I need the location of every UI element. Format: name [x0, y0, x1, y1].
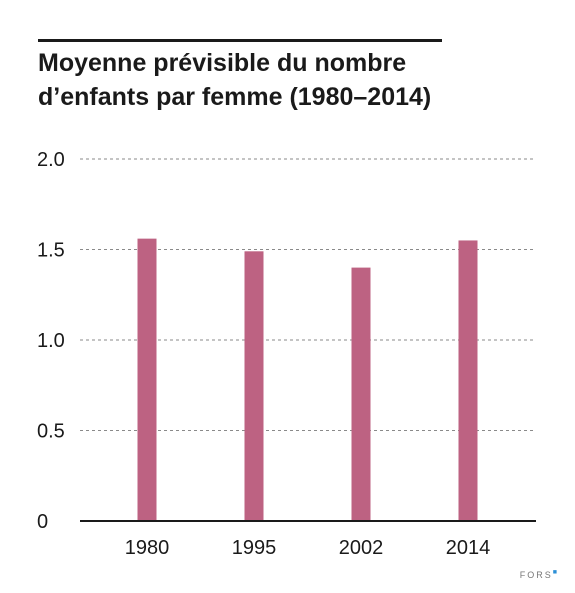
fors-logo-dot-icon: ■: [552, 569, 557, 576]
chart-title: Moyenne prévisible du nombre d’enfants p…: [38, 46, 558, 114]
title-rule: [38, 39, 442, 42]
x-tick-label: 1995: [232, 537, 277, 559]
y-tick-label: 1.0: [37, 330, 65, 352]
x-tick-label: 2002: [339, 537, 384, 559]
x-tick-label: 1980: [125, 537, 170, 559]
y-tick-label: 2.0: [37, 149, 65, 171]
bar: [244, 251, 264, 521]
x-tick-label: 2014: [446, 537, 491, 559]
chart-title-line-2: d’enfants par femme (1980–2014): [38, 83, 432, 111]
y-tick-label: 1.5: [37, 240, 65, 262]
chart-title-line-1: Moyenne prévisible du nombre: [38, 49, 407, 77]
bar: [351, 267, 371, 521]
fors-logo: FORS■: [520, 569, 557, 580]
bar: [458, 240, 478, 521]
y-tick-label: 0.5: [37, 421, 65, 443]
y-tick-label: 0: [37, 511, 48, 533]
bar: [137, 238, 157, 521]
fors-logo-text: FORS: [519, 570, 553, 580]
